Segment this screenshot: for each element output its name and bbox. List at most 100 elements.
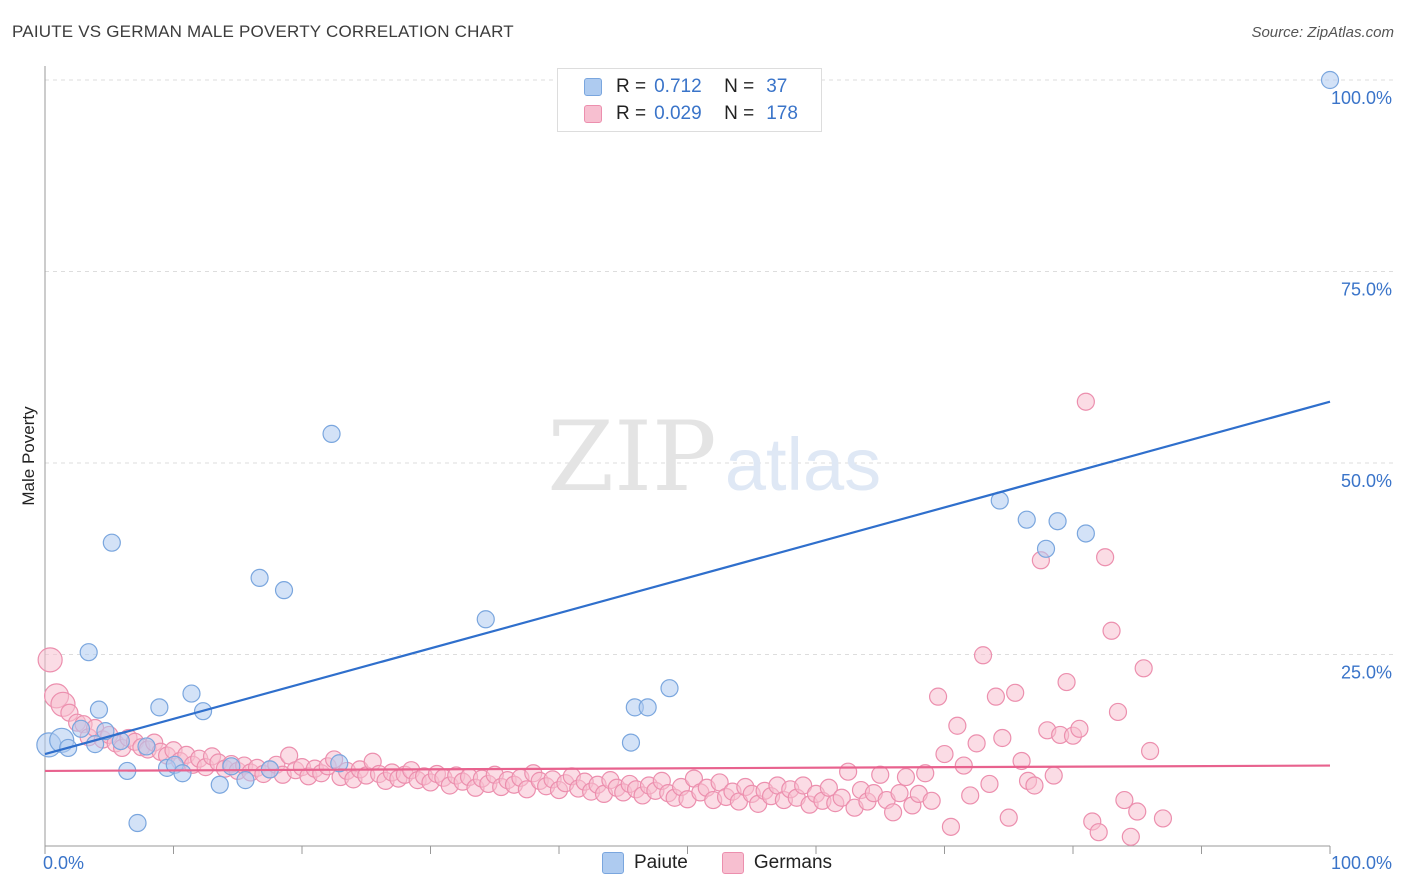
- germans-point: [819, 778, 838, 797]
- germans-point: [961, 786, 980, 805]
- trend-lines: [44, 400, 1331, 773]
- paiute-point: [89, 700, 109, 719]
- legend-n-label: N =: [724, 103, 755, 124]
- germans-point: [922, 791, 941, 810]
- paiute-trend-line: [44, 400, 1331, 756]
- paiute-point: [137, 737, 156, 756]
- germans-point: [839, 762, 858, 781]
- legend-n-value: 37: [766, 76, 788, 97]
- germans-point: [37, 647, 63, 673]
- correlation-legend: R = 0.712 N = 37 R = 0.029 N = 178: [557, 68, 822, 132]
- legend-label-germans: Germans: [753, 852, 833, 873]
- germans-point: [993, 728, 1012, 748]
- y-tick-label: 100.0%: [1331, 88, 1392, 108]
- germans-point: [1044, 766, 1063, 785]
- paiute-point: [1036, 539, 1056, 558]
- germans-point: [890, 784, 909, 803]
- germans-point: [883, 803, 903, 822]
- paiute-point: [102, 533, 121, 552]
- paiute-point: [236, 771, 255, 790]
- legend-item-paiute[interactable]: Paiute: [602, 852, 688, 874]
- paiute-point: [250, 568, 269, 588]
- germans-trend-line: [44, 764, 1331, 773]
- germans-point: [1096, 548, 1115, 567]
- germans-point: [871, 765, 890, 784]
- legend-r-label: R =: [616, 76, 647, 97]
- legend-r-value: 0.712: [654, 76, 702, 97]
- germans-point: [794, 776, 813, 795]
- paiute-swatch: [602, 852, 624, 874]
- y-tick-label: 75.0%: [1341, 280, 1392, 300]
- germans-point: [1140, 741, 1160, 761]
- germans-point: [1102, 621, 1121, 640]
- legend-row-germans: R = 0.029 N = 178: [584, 102, 798, 126]
- legend-label-paiute: Paiute: [634, 852, 688, 873]
- germans-point: [1057, 672, 1076, 692]
- paiute-point: [128, 813, 147, 833]
- germans-point: [1108, 702, 1128, 722]
- germans-point: [1134, 659, 1153, 678]
- germans-point: [967, 734, 986, 753]
- paiute-point: [330, 754, 349, 773]
- paiute-point: [660, 679, 679, 698]
- paiute-point: [322, 424, 341, 443]
- germans-point: [935, 744, 954, 764]
- germans-point: [832, 788, 851, 807]
- x-tick-label: 0.0%: [43, 853, 84, 873]
- germans-swatch: [721, 852, 744, 874]
- germans-point: [973, 646, 993, 665]
- tick-labels: 25.0% 50.0% 75.0% 100.0% 0.0% 100.0%: [43, 88, 1392, 873]
- germans-point: [980, 774, 999, 794]
- germans-point: [1089, 823, 1108, 842]
- x-tick-label: 100.0%: [1331, 853, 1392, 873]
- axes: [44, 66, 1331, 854]
- paiute-point: [210, 775, 229, 794]
- germans-point: [928, 687, 948, 706]
- y-tick-label: 25.0%: [1341, 663, 1392, 683]
- legend-r-value: 0.029: [654, 103, 702, 124]
- paiute-point: [79, 643, 98, 662]
- germans-point: [1012, 751, 1031, 771]
- germans-swatch: [584, 105, 602, 123]
- paiute-point: [274, 581, 294, 600]
- germans-point: [948, 716, 967, 735]
- germans-point: [1115, 790, 1134, 810]
- paiute-swatch: [584, 78, 602, 96]
- paiute-point: [476, 610, 495, 629]
- germans-point: [941, 817, 961, 836]
- legend-n-label: N =: [724, 76, 755, 97]
- watermark-zip: ZIP: [547, 401, 716, 513]
- paiute-point: [1320, 70, 1340, 90]
- paiute-point: [182, 684, 201, 703]
- legend-r-label: R =: [616, 103, 647, 124]
- germans-point: [999, 808, 1018, 827]
- germans-point: [1128, 802, 1147, 821]
- source-label: Source: ZipAtlas.com: [1251, 24, 1394, 41]
- paiute-point: [638, 698, 657, 717]
- paiute-point: [1017, 510, 1036, 529]
- watermark: ZIP atlas: [547, 401, 881, 513]
- paiute-point: [222, 757, 241, 776]
- germans-point: [954, 756, 973, 775]
- y-tick-label: 50.0%: [1341, 471, 1392, 491]
- germans-point: [896, 767, 916, 787]
- paiute-point: [173, 764, 192, 783]
- germans-point: [1121, 827, 1140, 846]
- legend-row-paiute: R = 0.712 N = 37: [584, 75, 787, 99]
- paiute-point: [1048, 512, 1067, 531]
- legend-item-germans[interactable]: Germans: [721, 852, 833, 874]
- germans-point: [916, 764, 935, 783]
- germans-point: [986, 687, 1006, 706]
- germans-point: [517, 780, 536, 799]
- germans-point: [1076, 392, 1095, 411]
- watermark-atlas: atlas: [725, 423, 881, 506]
- paiute-point: [621, 733, 641, 752]
- paiute-point: [150, 698, 169, 717]
- paiute-point: [71, 719, 91, 738]
- germans-points: [37, 392, 1173, 846]
- series-legend: Paiute Germans: [602, 852, 866, 874]
- germans-point: [1153, 809, 1173, 828]
- germans-point: [1006, 683, 1025, 702]
- legend-n-value: 178: [766, 103, 798, 124]
